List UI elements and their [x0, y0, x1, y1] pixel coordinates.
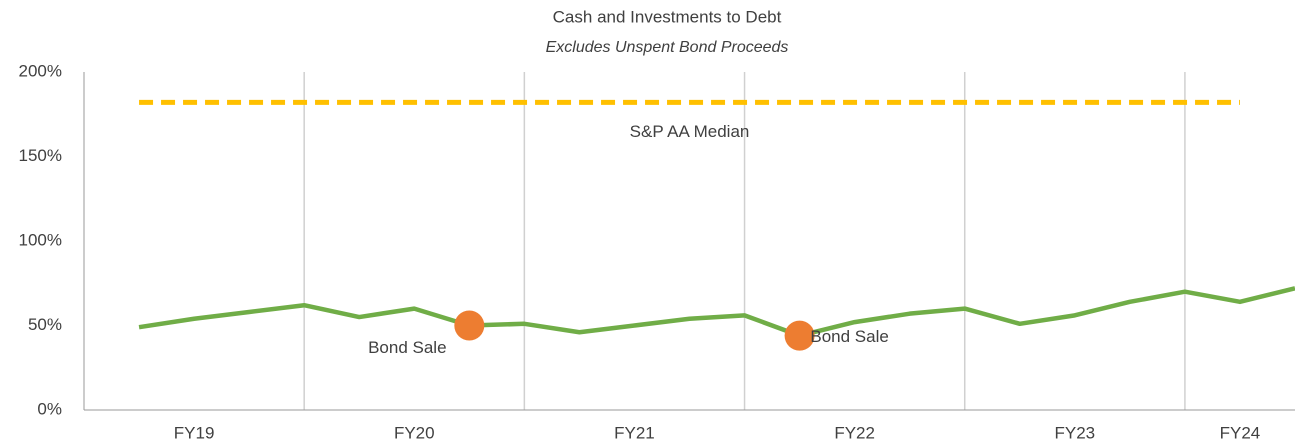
y-tick-label: 200% [19, 61, 62, 80]
annotation-label: Bond Sale [810, 327, 888, 346]
x-tick-label: FY19 [174, 423, 215, 442]
x-tick-label: FY23 [1054, 423, 1095, 442]
x-tick-label: FY22 [834, 423, 875, 442]
x-tick-label: FY21 [614, 423, 655, 442]
x-tick-label: FY20 [394, 423, 435, 442]
x-tick-label: FY24 [1220, 423, 1261, 442]
annotation-marker [784, 320, 815, 351]
chart-title: Cash and Investments to Debt [553, 7, 782, 26]
y-tick-label: 150% [19, 146, 62, 165]
chart-subtitle: Excludes Unspent Bond Proceeds [546, 39, 789, 56]
y-tick-label: 50% [28, 315, 62, 334]
y-tick-label: 0% [37, 399, 62, 418]
y-tick-label: 100% [19, 230, 62, 249]
data-line [138, 286, 1295, 338]
annotation-marker [454, 310, 485, 341]
series-label: S&P AA Median [630, 122, 750, 141]
annotation-label: Bond Sale [368, 338, 446, 357]
